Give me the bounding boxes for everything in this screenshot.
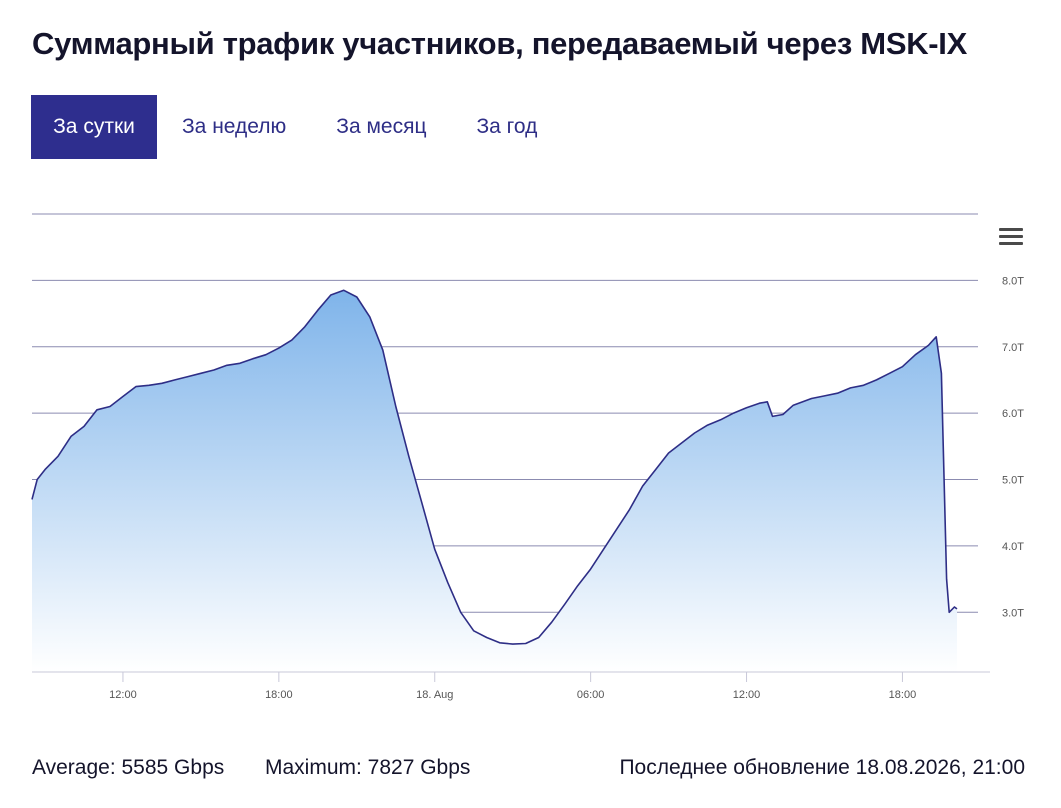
y-tick-label: 6.0T [1002, 408, 1024, 420]
tab-year[interactable]: За год [476, 115, 538, 138]
x-axis: 12:00 18:00 18. Aug 06:00 12:00 18:00 [32, 671, 990, 701]
hamburger-menu-icon[interactable] [999, 228, 1023, 248]
y-axis: 3.0T 4.0T 5.0T 6.0T 7.0T 8.0T [1002, 275, 1024, 619]
last-update-label: Последнее обновление 18.08.2026, 21:00 [619, 756, 1025, 779]
y-tick-label: 8.0T [1002, 275, 1024, 287]
tab-month[interactable]: За месяц [336, 115, 427, 138]
y-tick-label: 5.0T [1002, 475, 1024, 487]
x-tick-label: 18. Aug [416, 689, 453, 701]
page-title: Суммарный трафик участников, передаваемы… [32, 26, 967, 61]
maximum-label: Maximum: 7827 Gbps [265, 756, 471, 779]
tab-day[interactable]: За сутки [31, 95, 157, 159]
y-tick-label: 4.0T [1002, 541, 1024, 553]
tab-week[interactable]: За неделю [182, 115, 287, 138]
traffic-line [31, 289, 958, 645]
chart-series [31, 289, 958, 672]
x-tick-label: 18:00 [265, 689, 293, 701]
x-tick-label: 12:00 [733, 689, 761, 701]
traffic-chart: 12:00 18:00 18. Aug 06:00 12:00 18:00 3.0T 4.0… [31, 213, 1024, 701]
x-tick-label: 12:00 [109, 689, 137, 701]
average-label: Average: 5585 Gbps [32, 756, 225, 779]
period-tabs: За сутки За неделю За месяц За год [31, 95, 562, 159]
x-tick-label: 06:00 [577, 689, 605, 701]
y-tick-label: 3.0T [1002, 607, 1024, 619]
traffic-area [32, 290, 957, 672]
y-tick-label: 7.0T [1002, 342, 1024, 354]
x-tick-label: 18:00 [889, 689, 917, 701]
